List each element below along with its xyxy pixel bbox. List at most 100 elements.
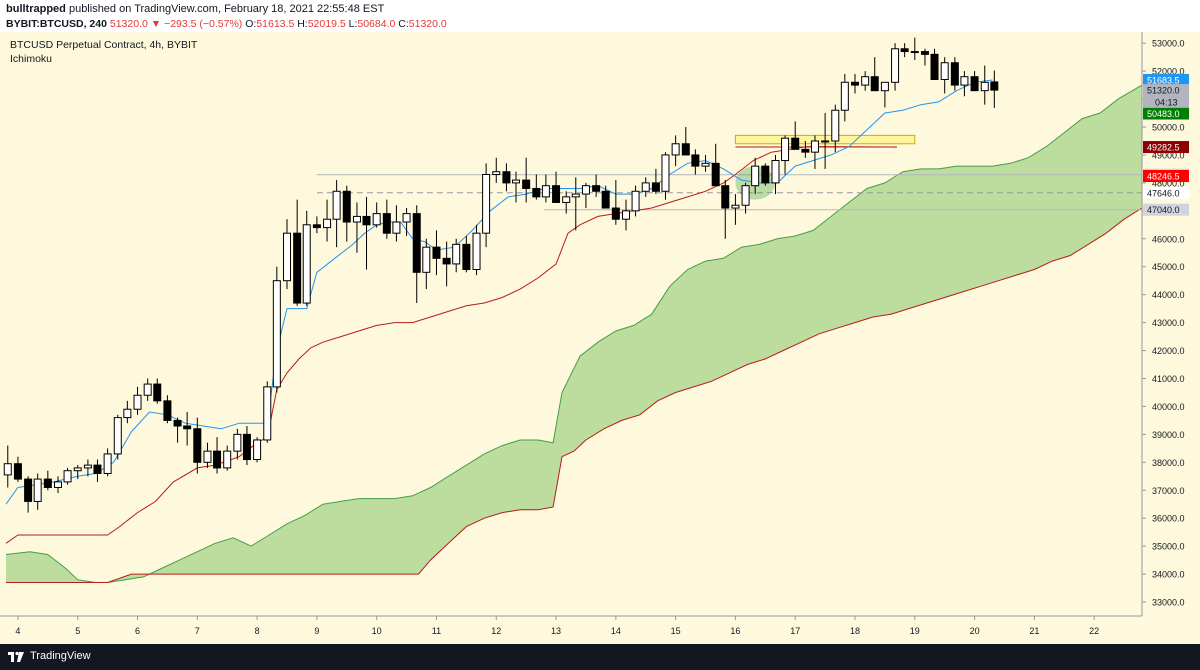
candle-body bbox=[53, 481, 62, 488]
candle-94 bbox=[940, 57, 949, 94]
price-tick-label: 50000.0 bbox=[1152, 123, 1185, 133]
candle-body bbox=[562, 196, 571, 203]
candle-body bbox=[3, 463, 12, 476]
time-tick-label: 15 bbox=[671, 626, 681, 636]
candle-body bbox=[452, 243, 461, 265]
candle-body bbox=[592, 185, 601, 192]
candle-83 bbox=[831, 104, 840, 153]
candle-58 bbox=[581, 182, 590, 209]
candle-84 bbox=[840, 73, 849, 122]
candle-91 bbox=[910, 37, 919, 60]
tradingview-logo-icon bbox=[8, 651, 24, 662]
candle-body bbox=[851, 81, 860, 86]
candle-38 bbox=[382, 199, 391, 239]
indicator-name[interactable]: Ichimoku bbox=[10, 53, 53, 65]
candle-body bbox=[312, 224, 321, 229]
close-value: 51320.0 bbox=[408, 18, 447, 30]
candle-16 bbox=[163, 395, 172, 424]
candle-3 bbox=[33, 473, 42, 510]
candle-body bbox=[482, 174, 491, 234]
candle-33 bbox=[332, 180, 341, 248]
time-tick-label: 4 bbox=[15, 626, 20, 636]
candle-93 bbox=[930, 48, 939, 81]
candle-body bbox=[422, 246, 431, 273]
candle-body bbox=[103, 453, 112, 474]
candle-body bbox=[671, 143, 680, 156]
candle-body bbox=[153, 383, 162, 402]
candle-body bbox=[791, 137, 800, 150]
time-tick-label: 19 bbox=[910, 626, 920, 636]
low-label: L: bbox=[348, 18, 358, 30]
time-tick-label: 5 bbox=[75, 626, 80, 636]
price-tick-label: 37000.0 bbox=[1152, 486, 1185, 496]
candle-57 bbox=[571, 177, 580, 231]
candle-body bbox=[183, 425, 192, 430]
low-value: 50684.0 bbox=[357, 18, 396, 30]
time-tick-label: 20 bbox=[970, 626, 980, 636]
candle-body bbox=[233, 433, 242, 452]
tradingview-logo[interactable]: TradingView bbox=[8, 650, 91, 662]
price-chart[interactable]: 33000.0 34000.0 35000.0 36000.0 37000.0 38000… bbox=[0, 32, 1200, 644]
candle-body bbox=[223, 450, 232, 469]
candle-20 bbox=[203, 442, 212, 468]
time-tick-label: 11 bbox=[432, 626, 441, 636]
price-tick-label: 33000.0 bbox=[1152, 598, 1185, 608]
candle-80 bbox=[801, 140, 810, 158]
candle-body bbox=[891, 48, 900, 83]
candle-42 bbox=[422, 238, 431, 290]
candle-9 bbox=[93, 459, 102, 482]
candle-55 bbox=[552, 171, 561, 203]
candle-body bbox=[870, 76, 879, 92]
candle-body bbox=[163, 400, 172, 421]
candle-78 bbox=[781, 135, 790, 175]
candle-69 bbox=[691, 149, 700, 175]
candle-61 bbox=[611, 180, 620, 225]
candle-11 bbox=[113, 414, 122, 460]
candle-87 bbox=[870, 57, 879, 92]
candle-body bbox=[402, 213, 411, 223]
price-label-5: 48246.5 bbox=[1143, 170, 1189, 183]
candle-body bbox=[472, 232, 481, 271]
candle-1 bbox=[13, 456, 22, 482]
author-name[interactable]: bulltrapped bbox=[6, 3, 66, 15]
chart-area[interactable]: 33000.0 34000.0 35000.0 36000.0 37000.0 38000… bbox=[0, 32, 1200, 644]
candle-body bbox=[920, 51, 929, 55]
candle-body bbox=[691, 154, 700, 167]
candle-body bbox=[173, 419, 182, 427]
candle-body bbox=[272, 280, 281, 388]
time-tick-label: 22 bbox=[1089, 626, 1099, 636]
candle-body bbox=[43, 478, 52, 488]
price-label-6: 47646.0 bbox=[1143, 186, 1189, 199]
candle-body bbox=[771, 160, 780, 184]
candle-66 bbox=[661, 152, 670, 200]
candle-body bbox=[442, 257, 451, 265]
candle-body bbox=[741, 185, 750, 206]
candle-body bbox=[810, 140, 819, 153]
candle-75 bbox=[751, 157, 760, 195]
candle-body bbox=[661, 154, 670, 192]
candle-body bbox=[581, 185, 590, 195]
candle-body bbox=[392, 221, 401, 234]
candle-body bbox=[113, 417, 122, 455]
time-axis-bg bbox=[0, 616, 1200, 644]
candle-39 bbox=[392, 205, 401, 242]
price-tick-label: 48000.0 bbox=[1152, 178, 1185, 188]
candle-48 bbox=[482, 163, 491, 248]
candle-body bbox=[302, 224, 311, 304]
candle-14 bbox=[143, 378, 152, 401]
high-value: 52019.5 bbox=[307, 18, 346, 30]
candle-30 bbox=[302, 210, 311, 306]
senkou-b-line bbox=[6, 207, 1143, 583]
candle-63 bbox=[631, 185, 640, 217]
candle-54 bbox=[541, 174, 550, 203]
candle-47 bbox=[472, 224, 481, 276]
candle-73 bbox=[731, 194, 740, 225]
candle-97 bbox=[970, 71, 979, 92]
candle-2 bbox=[24, 476, 33, 513]
time-tick-label: 13 bbox=[551, 626, 561, 636]
candle-body bbox=[731, 204, 740, 209]
price-tick-label: 42000.0 bbox=[1152, 346, 1185, 356]
candle-body bbox=[801, 148, 810, 153]
candle-body bbox=[831, 109, 840, 142]
price-tick-label: 43000.0 bbox=[1152, 318, 1185, 328]
